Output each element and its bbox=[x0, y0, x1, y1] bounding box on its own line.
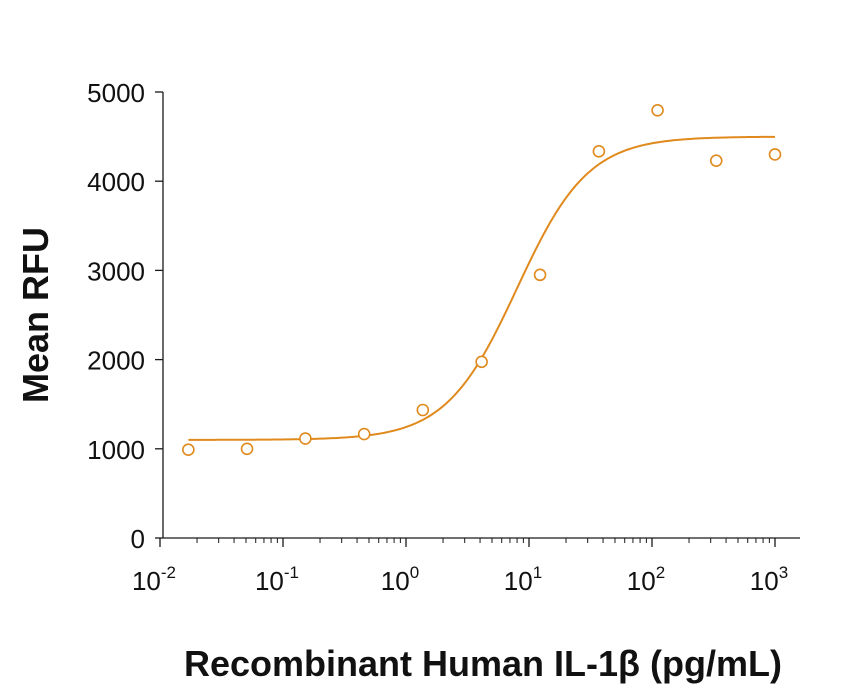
data-point bbox=[475, 355, 488, 369]
data-point bbox=[299, 432, 312, 445]
x-tick-label: 102 bbox=[627, 563, 665, 596]
data-point bbox=[357, 427, 371, 441]
data-point bbox=[240, 442, 254, 456]
x-tick-label: 10-2 bbox=[132, 563, 176, 596]
y-axis-ticks: 0 1000 2000 3000 4000 5000 bbox=[87, 78, 163, 554]
plot-area bbox=[182, 103, 782, 456]
data-point bbox=[592, 145, 606, 158]
y-tick-label: 0 bbox=[131, 524, 145, 554]
data-point bbox=[416, 403, 430, 417]
x-tick-label: 100 bbox=[381, 563, 419, 596]
x-axis-title: Recombinant Human IL-1β (pg/mL) bbox=[184, 643, 782, 684]
y-tick-label: 5000 bbox=[87, 78, 145, 108]
y-tick-label: 2000 bbox=[87, 346, 145, 376]
data-point bbox=[768, 148, 782, 161]
y-tick-label: 3000 bbox=[87, 256, 145, 286]
data-point bbox=[533, 268, 547, 282]
x-tick-label: 101 bbox=[504, 563, 542, 596]
y-axis-title: Mean RFU bbox=[15, 227, 56, 403]
x-axis-ticks: 10-2 10-1 100 101 102 103 bbox=[132, 538, 788, 596]
data-point bbox=[709, 154, 723, 167]
x-tick-label: 103 bbox=[750, 563, 788, 596]
data-point bbox=[182, 443, 195, 456]
fit-curve bbox=[188, 135, 776, 441]
x-tick-label: 10-1 bbox=[255, 563, 299, 596]
data-point bbox=[651, 103, 664, 117]
y-tick-label: 1000 bbox=[87, 435, 145, 465]
y-tick-label: 4000 bbox=[87, 167, 145, 197]
